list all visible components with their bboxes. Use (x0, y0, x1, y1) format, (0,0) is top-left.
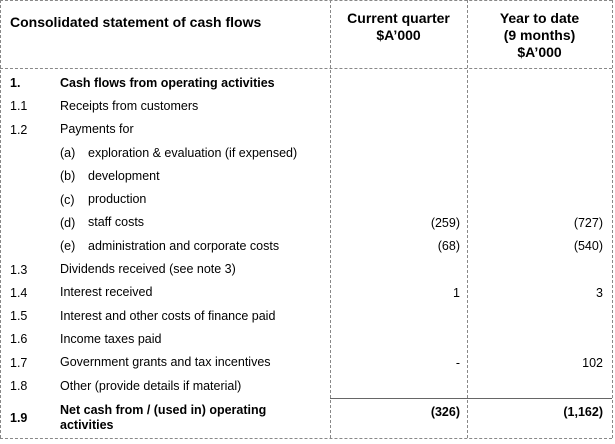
column-header-line: Year to date (499, 10, 580, 26)
column-header-line: $A’000 (376, 27, 421, 43)
year-to-date-value: 102 (582, 355, 603, 370)
row-label: development (88, 168, 160, 183)
current-quarter-value: - (455, 355, 460, 370)
current-quarter-value: (68) (437, 239, 460, 254)
row-number: 1.2 (10, 122, 28, 137)
current-quarter-value: (259) (430, 215, 460, 230)
border (0, 0, 1, 438)
border (467, 0, 468, 438)
border (612, 0, 613, 438)
row-label: Other (provide details if material) (60, 378, 242, 393)
column-header-line: $A’000 (517, 44, 562, 60)
row-label: production (88, 192, 147, 207)
row-number: 1.1 (10, 99, 28, 114)
border (0, 68, 612, 69)
row-number: 1.8 (10, 379, 28, 394)
year-to-date-value: 3 (596, 285, 603, 300)
row-label: Interest and other costs of finance paid (60, 308, 276, 323)
sub-item-letter: (e) (60, 239, 76, 254)
row-label: Dividends received (see note 3) (60, 262, 236, 277)
row-label: staff costs (88, 215, 145, 230)
year-to-date-value: (540) (573, 239, 603, 254)
border (0, 0, 612, 1)
header-title: Consolidated statement of cash flows (10, 14, 262, 30)
row-label: Cash flows from operating activities (60, 75, 275, 90)
row-number: 1.6 (10, 332, 28, 347)
year-to-date-value: (1,162) (563, 404, 603, 419)
current-quarter-value: 1 (453, 285, 460, 300)
sub-item-letter: (d) (60, 215, 76, 230)
row-number: 1.5 (10, 309, 28, 324)
sub-item-letter: (b) (60, 169, 76, 184)
border (330, 0, 331, 438)
border (330, 398, 612, 399)
row-label: Government grants and tax incentives (60, 355, 271, 370)
row-label: exploration & evaluation (if expensed) (88, 145, 298, 160)
row-label: administration and corporate costs (88, 238, 280, 253)
year-to-date-value: (727) (573, 215, 603, 230)
border (0, 438, 612, 439)
current-quarter-value: (326) (430, 404, 460, 419)
row-label: Receipts from customers (60, 98, 199, 113)
row-label: Net cash from / (used in) operating acti… (60, 402, 267, 432)
column-header-line: (9 months) (503, 27, 576, 43)
row-number: 1. (10, 76, 21, 91)
row-number: 1.3 (10, 262, 28, 277)
sub-item-letter: (a) (60, 146, 76, 161)
column-header-line: Current quarter (347, 10, 450, 26)
row-number: 1.9 (10, 410, 28, 425)
row-label: Interest received (60, 285, 153, 300)
row-number: 1.4 (10, 285, 28, 300)
row-label: Income taxes paid (60, 331, 162, 346)
row-label: Payments for (60, 122, 134, 137)
column-header: Year to date (9 months) $A’000 (467, 10, 612, 61)
row-number: 1.7 (10, 355, 28, 370)
column-header: Current quarter $A’000 (330, 10, 467, 44)
sub-item-letter: (c) (60, 192, 75, 207)
